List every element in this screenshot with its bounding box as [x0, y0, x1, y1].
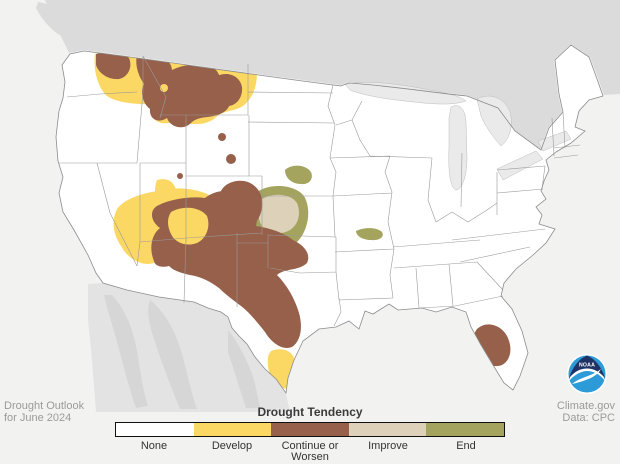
legend-title: Drought Tendency	[257, 405, 363, 419]
legend-label-develop: Develop	[211, 440, 253, 452]
legend: Drought Tendency None Develop Continue o…	[115, 405, 505, 463]
legend-color-bar	[115, 422, 505, 437]
legend-label-end: End	[456, 440, 476, 452]
mexico-landmass	[88, 283, 290, 412]
state-borders	[59, 55, 581, 327]
noaa-logo: NOAA	[567, 354, 607, 394]
legend-labels: None Develop Continue or Worsen Improve …	[115, 441, 505, 463]
map-caption: Drought Outlook for June 2024	[4, 400, 85, 424]
legend-label-none: None	[140, 440, 168, 452]
great-lakes	[344, 82, 572, 191]
legend-swatch-none	[116, 423, 194, 436]
legend-label-improve: Improve	[368, 440, 408, 452]
us-drought-map: NOAA	[36, 0, 620, 412]
legend-swatch-develop	[193, 423, 272, 436]
noaa-logo-text: NOAA	[579, 363, 595, 369]
legend-label-continue-or-worsen: Continue or Worsen	[281, 440, 339, 463]
legend-swatch-improve	[348, 423, 427, 436]
map-caption-line2: for June 2024	[4, 411, 72, 424]
improve-regions	[258, 194, 299, 234]
data-source-line1: Climate.gov	[556, 400, 615, 412]
map-caption-line1: Drought Outlook	[4, 400, 85, 412]
legend-swatch-continue-or-worsen	[271, 423, 349, 436]
data-source-line2: Data: CPC	[562, 411, 615, 424]
data-source: Climate.gov Data: CPC	[556, 400, 615, 424]
legend-swatch-end	[426, 423, 504, 436]
canada-landmass	[36, 0, 620, 150]
drought-regions	[94, 51, 511, 393]
